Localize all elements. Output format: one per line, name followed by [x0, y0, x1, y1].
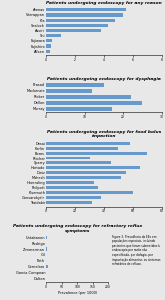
Title: Patients undergoing endoscopy for refractory reflux symptoms: Patients undergoing endoscopy for refrac… — [13, 224, 142, 233]
Bar — [46, 44, 50, 48]
Bar — [46, 147, 118, 150]
Bar — [46, 24, 108, 27]
Bar — [46, 152, 147, 154]
Text: Figure 3- Prevalência da EEo em populações especiais, incluindo pacientes que fo: Figure 3- Prevalência da EEo em populaçõ… — [112, 235, 160, 266]
Bar — [46, 236, 47, 239]
Bar — [46, 186, 98, 189]
Title: Patients undergoing endoscopy for food bolus impaction: Patients undergoing endoscopy for food b… — [47, 130, 161, 138]
Bar — [46, 34, 61, 37]
Bar — [46, 242, 47, 245]
Bar — [46, 50, 50, 53]
Bar — [46, 196, 101, 199]
Bar — [46, 107, 112, 110]
Bar — [46, 14, 123, 16]
Bar — [46, 39, 52, 42]
X-axis label: Prevalence (per 1000): Prevalence (per 1000) — [58, 291, 97, 295]
Bar — [46, 161, 111, 164]
Bar — [46, 157, 89, 160]
Bar — [46, 191, 133, 194]
Title: Patients undergoing endoscopy for any reason: Patients undergoing endoscopy for any re… — [46, 1, 162, 5]
Bar — [46, 83, 104, 87]
Bar — [46, 95, 131, 99]
Bar — [46, 89, 92, 93]
Bar — [46, 19, 115, 22]
Bar — [46, 142, 130, 145]
Bar — [46, 171, 126, 174]
Bar — [46, 201, 92, 204]
Bar — [46, 8, 126, 11]
Bar — [46, 265, 48, 268]
Bar — [46, 247, 47, 251]
Bar — [46, 166, 140, 169]
Title: Patients undergoing endoscopy for dysphagia: Patients undergoing endoscopy for dyspha… — [47, 77, 161, 81]
Bar — [46, 101, 142, 105]
Bar — [46, 29, 101, 32]
Bar — [46, 176, 121, 179]
Bar — [46, 181, 94, 184]
